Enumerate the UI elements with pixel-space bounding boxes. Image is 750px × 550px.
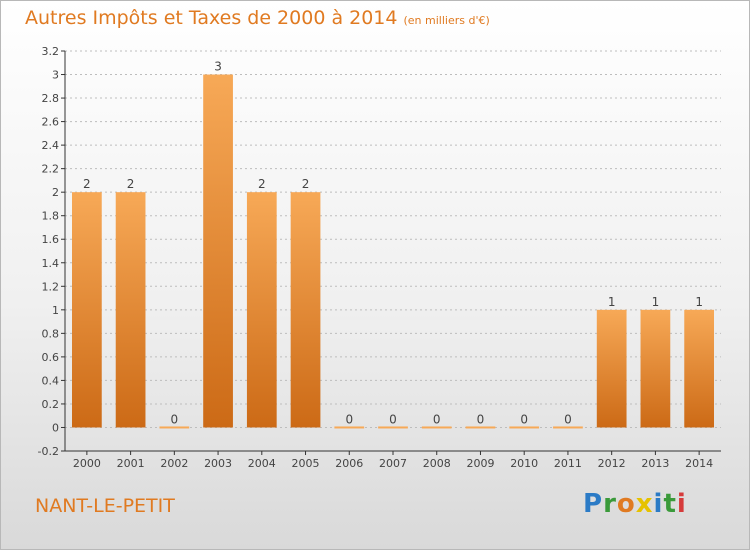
value-label-2004: 2 xyxy=(258,177,266,191)
x-tick-label-2010: 2010 xyxy=(510,457,538,470)
bar-2009 xyxy=(465,426,496,429)
y-tick-label: 0 xyxy=(52,421,59,434)
bar-2012 xyxy=(596,309,627,428)
chart-title: Autres Impôts et Taxes de 2000 à 2014 (en… xyxy=(25,7,490,29)
x-tick-label-2001: 2001 xyxy=(117,457,145,470)
y-tick-label: 3 xyxy=(52,69,59,82)
x-tick-label-2013: 2013 xyxy=(641,457,669,470)
value-label-2008: 0 xyxy=(433,412,441,426)
x-tick-label-2011: 2011 xyxy=(554,457,582,470)
bar-2000 xyxy=(71,192,102,428)
bar-2007 xyxy=(378,426,408,429)
y-tick-label: -0.2 xyxy=(38,445,59,458)
y-tick-label: 2.6 xyxy=(42,116,60,129)
x-tick-label-2005: 2005 xyxy=(292,457,320,470)
y-tick-label: 1.2 xyxy=(42,280,60,293)
y-tick-label: 0.2 xyxy=(42,398,60,411)
bar-2006 xyxy=(334,426,365,429)
x-tick-label-2003: 2003 xyxy=(204,457,232,470)
logo-letter: o xyxy=(616,489,636,519)
chart-title-text: Autres Impôts et Taxes de 2000 à 2014 xyxy=(25,7,398,29)
bar-2005 xyxy=(290,192,321,428)
y-tick-label: 1 xyxy=(52,304,59,317)
x-tick-label-2009: 2009 xyxy=(466,457,494,470)
y-tick-label: 0.4 xyxy=(42,374,60,387)
logo-letter: P xyxy=(583,489,604,519)
x-tick-label-2000: 2000 xyxy=(73,457,101,470)
bar-2003 xyxy=(203,74,233,428)
labels: 2 2000 2 2001 0 2002 3 2003 2 2004 2 2005 0 2006 0 2007… xyxy=(73,60,713,470)
bar-2002 xyxy=(159,426,190,429)
y-tick-label: 1.8 xyxy=(42,210,60,223)
chart-unit: (en milliers d'€) xyxy=(403,14,490,27)
x-tick-label-2004: 2004 xyxy=(248,457,276,470)
bar-2011 xyxy=(553,426,583,429)
y-tick-label: 2 xyxy=(52,186,59,199)
value-label-2014: 1 xyxy=(695,295,703,309)
value-label-2009: 0 xyxy=(477,412,485,426)
y-tick-label: 2.4 xyxy=(42,139,60,152)
y-tick-label: 1.4 xyxy=(42,257,60,270)
value-label-2010: 0 xyxy=(520,412,528,426)
x-tick-label-2007: 2007 xyxy=(379,457,407,470)
x-tick-label-2012: 2012 xyxy=(598,457,626,470)
x-tick-label-2006: 2006 xyxy=(335,457,363,470)
value-label-2003: 3 xyxy=(214,60,222,74)
value-label-2001: 2 xyxy=(127,177,135,191)
bar-2013 xyxy=(640,309,671,428)
y-tick-label: 2.8 xyxy=(42,92,60,105)
logo-letter: i xyxy=(676,489,687,519)
logo-letter: x xyxy=(635,489,654,519)
value-label-2007: 0 xyxy=(389,412,397,426)
value-label-2011: 0 xyxy=(564,412,572,426)
value-label-2013: 1 xyxy=(652,295,660,309)
logo-letter: t xyxy=(663,489,677,519)
value-label-2006: 0 xyxy=(345,412,353,426)
value-label-2005: 2 xyxy=(302,177,310,191)
bar-2010 xyxy=(509,426,540,429)
logo-letter: r xyxy=(603,489,617,519)
bar-2008 xyxy=(421,426,452,429)
axes: -0.2 0 0.2 0.4 0.6 0.8 1 1.2 1.4 1.6 1.8 2 2.2 2.4 2.6… xyxy=(38,45,721,458)
bar-2014 xyxy=(684,309,715,428)
x-tick-label-2008: 2008 xyxy=(423,457,451,470)
y-tick-label: 0.6 xyxy=(42,351,60,364)
value-label-2000: 2 xyxy=(83,177,91,191)
bar-2004 xyxy=(246,192,277,428)
value-label-2002: 0 xyxy=(171,412,179,426)
place-name: NANT-LE-PETIT xyxy=(35,495,175,517)
logo-letter: i xyxy=(653,489,664,519)
value-label-2012: 1 xyxy=(608,295,616,309)
x-tick-label-2002: 2002 xyxy=(160,457,188,470)
y-tick-label: 2.2 xyxy=(42,163,60,176)
bar-2001 xyxy=(115,192,146,428)
y-tick-label: 3.2 xyxy=(42,45,60,58)
y-tick-label: 0.8 xyxy=(42,327,60,340)
bars xyxy=(71,74,715,429)
x-tick-label-2014: 2014 xyxy=(685,457,713,470)
y-tick-label: 1.6 xyxy=(42,233,60,246)
